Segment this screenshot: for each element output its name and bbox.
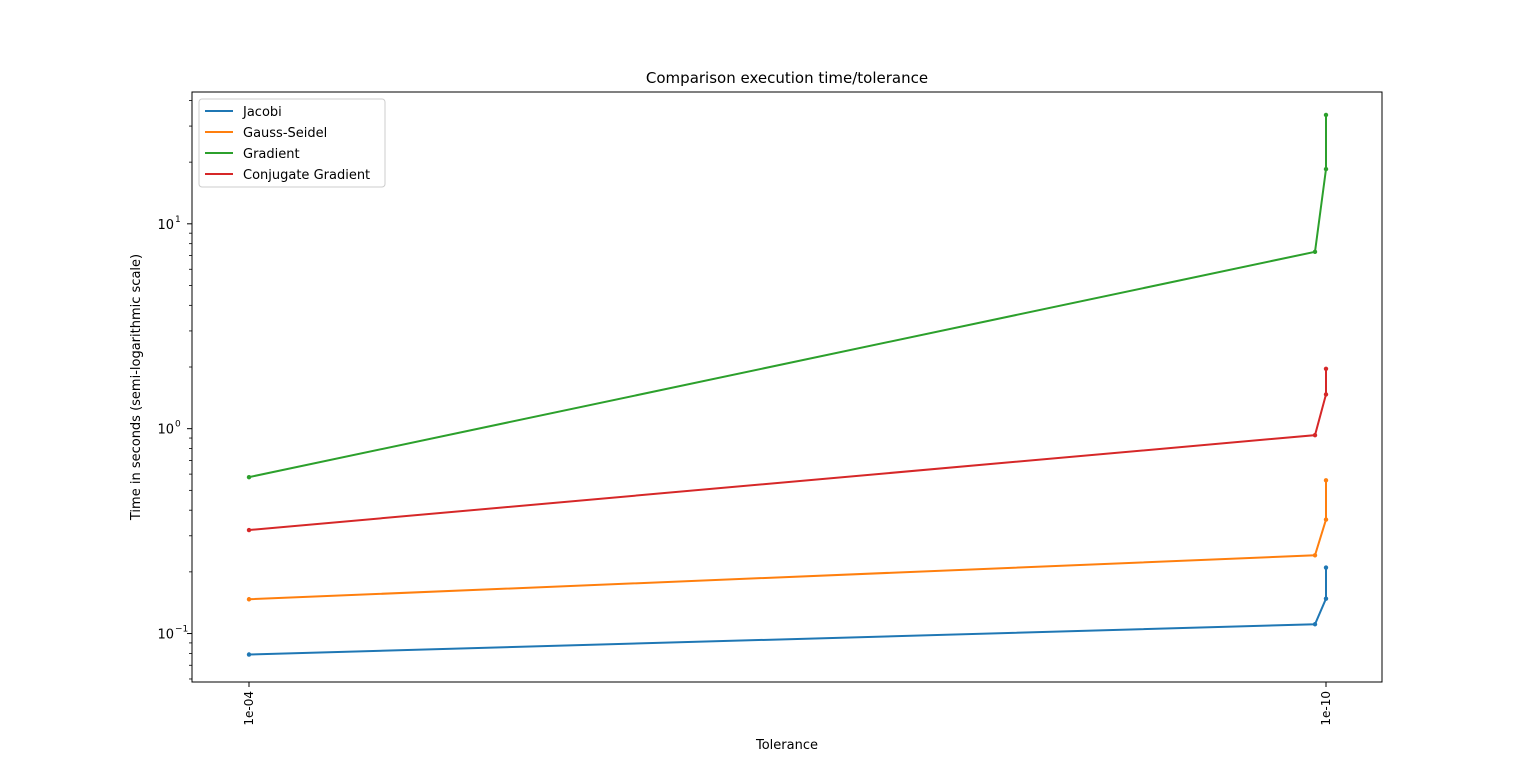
legend: Jacobi Gauss-Seidel Gradient Conjugate Grad… xyxy=(198,98,386,188)
y-tick-label: 10 xyxy=(157,218,174,233)
data-point xyxy=(1312,553,1318,558)
chart-title: Comparison execution time/tolerance xyxy=(646,69,928,87)
data-point xyxy=(1323,166,1329,172)
x-tick-label: 1e-10 xyxy=(1319,691,1333,726)
data-point xyxy=(1323,392,1329,397)
data-point xyxy=(246,474,252,480)
data-point xyxy=(1323,478,1329,483)
plot-frame xyxy=(191,91,1383,683)
series-jacobi xyxy=(246,565,1329,657)
series-line xyxy=(248,368,1327,532)
legend-box xyxy=(198,98,386,188)
legend-label: Gradient xyxy=(243,147,300,162)
x-tick-label: 1e-04 xyxy=(242,691,256,726)
y-tick-label: 10 xyxy=(157,423,174,438)
x-axis-label: Tolerance xyxy=(755,738,818,753)
data-point xyxy=(246,597,252,602)
legend-label: Gauss-Seidel xyxy=(243,126,327,141)
series-gradient xyxy=(246,112,1329,480)
data-point xyxy=(1323,112,1329,118)
data-point xyxy=(1312,622,1318,627)
y-tick-label: 10 xyxy=(157,628,174,643)
series-conjugate-gradient xyxy=(246,366,1329,533)
series-line xyxy=(248,480,1327,601)
data-point xyxy=(1323,596,1329,601)
y-tick-exponent: −1 xyxy=(175,625,188,635)
y-tick-exponent: 0 xyxy=(175,420,181,430)
series-layer xyxy=(246,112,1329,657)
series-gauss-seidel xyxy=(246,478,1329,602)
series-line xyxy=(248,114,1327,479)
series-line xyxy=(248,567,1327,656)
data-point xyxy=(246,527,252,533)
data-point xyxy=(1323,517,1329,522)
data-point xyxy=(246,652,252,657)
data-point xyxy=(1323,366,1329,372)
y-axis-label: Time in seconds (semi-logarithmic scale) xyxy=(129,254,144,521)
y-tick-exponent: 1 xyxy=(175,215,181,225)
data-point xyxy=(1312,249,1318,255)
legend-label: Conjugate Gradient xyxy=(243,168,370,183)
legend-label: Jacobi xyxy=(242,105,282,120)
x-axis: 1e-04 1e-10 xyxy=(242,682,1333,726)
data-point xyxy=(1323,565,1329,570)
data-point xyxy=(1312,432,1318,438)
